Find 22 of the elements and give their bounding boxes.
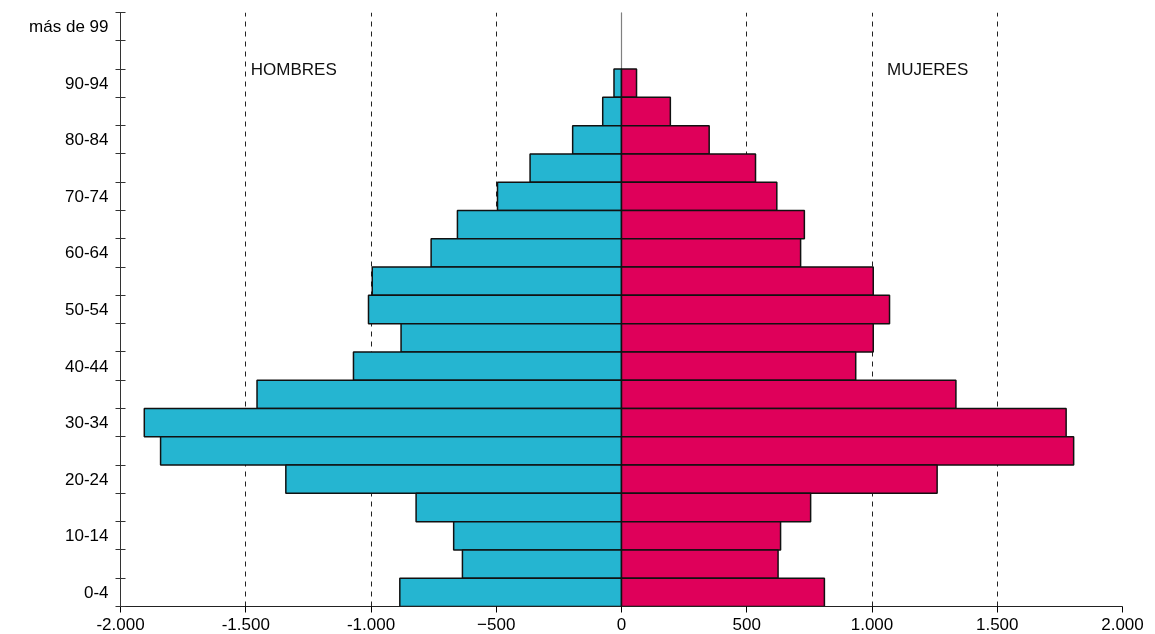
y-tick-label: 70-74: [65, 186, 109, 206]
y-tick-label: 0-4: [83, 582, 109, 602]
y-tick-label: 60-64: [65, 243, 109, 263]
x-tick-label: -1.500: [221, 614, 270, 634]
x-tick-label: 500: [732, 614, 761, 634]
y-tick-label: 40-44: [65, 356, 109, 376]
x-tick-label: 0: [616, 614, 627, 634]
y-tick-label: 90-94: [65, 73, 109, 93]
y-tick-label: 50-54: [65, 300, 109, 319]
x-tick-label: −500: [477, 614, 516, 634]
x-tick-label: -2.000: [96, 614, 145, 634]
y-tick-label: 80-84: [65, 130, 109, 150]
annotation: HOMBRES: [250, 59, 337, 79]
y-tick-label: 20-24: [65, 469, 109, 489]
y-tick-label: más de 99: [29, 17, 109, 37]
x-tick-label: 1.500: [975, 614, 1019, 634]
x-tick-label: 2.000: [1101, 614, 1144, 634]
y-tick-label: 10-14: [65, 526, 109, 546]
x-tick-label: 1.000: [850, 614, 894, 634]
y-tick-label: 30-34: [65, 413, 109, 433]
x-tick-label: -1.000: [346, 614, 396, 634]
annotation: MUJERES: [887, 59, 969, 79]
